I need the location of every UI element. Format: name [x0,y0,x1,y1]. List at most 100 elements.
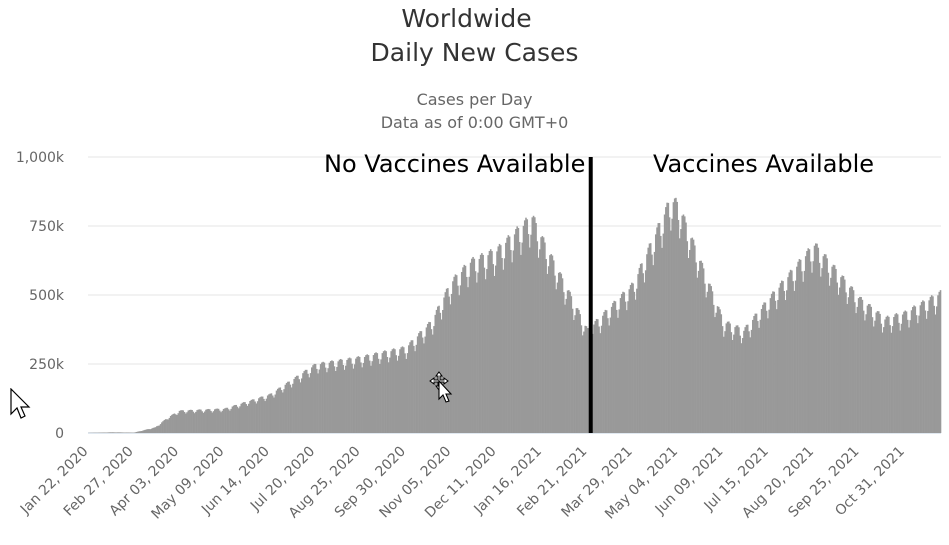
bar [236,406,239,433]
bar [144,429,147,433]
bar [348,357,351,433]
bar [397,355,400,433]
bar [147,429,149,433]
bar [880,323,883,433]
bar [486,269,488,433]
bar [676,201,678,433]
bar [660,235,662,433]
bar [241,402,244,433]
bar [549,255,551,433]
bar [733,334,735,433]
bar [201,411,203,433]
bar [366,354,369,433]
bar [792,281,794,433]
bar [854,302,856,433]
bar [739,335,741,433]
bar [501,258,503,433]
bar [347,358,350,433]
bar [177,413,180,433]
bar [890,332,893,433]
bar [528,247,531,433]
bar [775,309,778,433]
bar [331,360,333,433]
bar [374,353,376,433]
bar [930,295,933,433]
bar [720,314,723,433]
bar [352,368,355,433]
bar [187,410,190,433]
bar [612,303,614,433]
bar [392,348,395,433]
bar [862,310,865,433]
bar [168,417,171,433]
bar [459,285,462,433]
bar [231,406,234,433]
bar [917,323,919,433]
bar [701,262,704,433]
bar [622,291,624,433]
bar [707,283,710,433]
bar [905,311,908,433]
bar [152,427,154,433]
chart-subtitle: Daily New Cases [370,38,579,67]
bar [253,399,255,433]
bar [802,281,804,433]
bar [387,362,390,433]
bar [274,394,277,433]
bar [939,290,942,433]
bar [886,315,889,433]
bar [212,411,215,433]
bar [445,288,448,433]
bar [875,312,878,433]
bar [618,309,621,433]
bar [540,237,542,433]
bar [831,266,833,433]
bar [816,243,818,433]
bar [623,292,626,433]
bar [110,432,113,433]
bar [277,388,279,433]
bar [647,247,649,433]
bar [376,353,379,433]
bar [651,254,653,433]
bar [658,223,661,433]
bar [478,258,481,433]
bar [191,410,193,433]
bar [448,296,450,433]
bar [467,287,469,433]
bar [474,271,477,433]
bar [683,216,686,433]
bar [294,377,297,433]
y-tick-label: 1,000k [16,150,65,166]
bar [852,290,855,433]
bar [614,301,617,433]
bar [692,239,695,433]
bar [510,250,512,433]
bar [109,432,111,433]
bar [406,353,409,433]
bar [258,398,260,433]
bar [681,215,684,433]
bar [920,301,923,433]
bar [214,409,216,433]
bar [434,314,437,433]
bar [787,277,789,433]
bar [375,352,377,433]
bar [484,279,487,433]
bar [128,432,130,433]
bar [471,258,473,433]
bar [860,296,862,433]
bar [318,369,321,433]
bar [847,297,850,433]
bar [500,245,502,433]
bar [358,356,361,433]
bar [314,363,317,433]
bar [200,409,202,433]
bar [401,346,404,433]
bar [928,300,930,433]
bar [384,350,386,433]
bar [341,359,343,433]
bar [357,356,360,433]
bar [329,361,332,433]
move-cursor-icon [429,371,453,403]
